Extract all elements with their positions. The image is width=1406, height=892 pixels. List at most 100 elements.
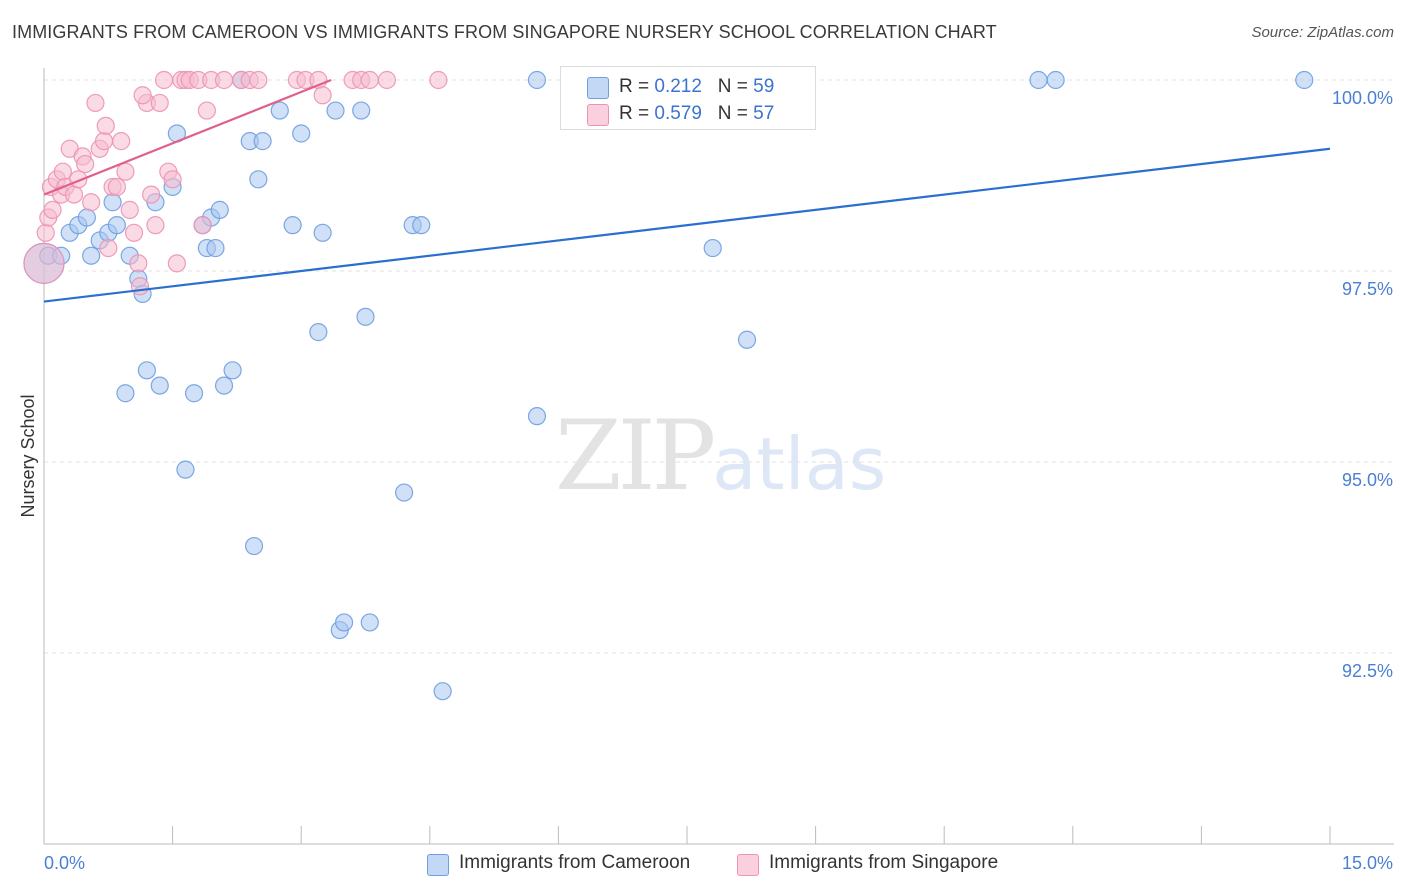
point-cameroon <box>184 384 204 403</box>
watermark-atlas: atlas <box>712 422 887 506</box>
point-cameroon <box>527 70 547 90</box>
point-singapore <box>154 70 174 90</box>
point-singapore <box>94 132 114 151</box>
point-cameroon <box>292 124 311 143</box>
point-cameroon <box>1295 70 1314 90</box>
point-cameroon <box>107 216 126 235</box>
point-cameroon <box>309 323 328 342</box>
point-singapore <box>133 86 152 105</box>
point-singapore <box>107 177 126 197</box>
point-cameroon <box>703 238 722 258</box>
y-tick-label: 100.0% <box>1332 88 1393 108</box>
point-cameroon <box>206 238 225 258</box>
chart-title: IMMIGRANTS FROM CAMEROON VS IMMIGRANTS F… <box>12 22 997 42</box>
y-tick-label: 92.5% <box>1342 661 1393 681</box>
point-singapore <box>99 238 118 258</box>
point-singapore <box>146 216 165 235</box>
point-singapore <box>124 223 144 242</box>
point-cameroon <box>737 330 757 349</box>
point-singapore <box>36 223 55 242</box>
point-cameroon <box>360 613 379 632</box>
point-cameroon <box>253 132 272 151</box>
point-cameroon <box>313 223 332 242</box>
point-cameroon <box>356 307 375 326</box>
point-singapore <box>82 193 101 212</box>
stats-legend: R = 0.212 N = 59 R = 0.579 N = 57 <box>560 66 816 130</box>
legend-n-value: 57 <box>753 103 775 124</box>
point-cameroon <box>137 361 156 380</box>
point-cameroon <box>244 536 264 556</box>
point-singapore <box>167 254 186 273</box>
point-singapore <box>112 132 131 151</box>
source-credit: Source: ZipAtlas.com <box>1251 24 1394 41</box>
bottom-legend-label-cameroon: Immigrants from Cameroon <box>459 852 691 873</box>
y-tick-labels: 100.0% 97.5% 95.0% 92.5% <box>1332 88 1393 681</box>
point-cameroon <box>214 376 234 395</box>
y-tick-label: 97.5% <box>1342 279 1393 299</box>
point-cameroon <box>223 361 242 380</box>
point-cameroon <box>103 193 122 212</box>
point-cameroon <box>352 101 371 120</box>
point-singapore <box>64 185 84 204</box>
trend-line-cameroon <box>43 147 1331 303</box>
point-singapore <box>43 200 62 219</box>
point-singapore <box>150 93 169 113</box>
legend-n-label: N = <box>717 76 754 97</box>
x-tick-label: 0.0% <box>44 853 85 873</box>
point-cameroon <box>249 170 268 189</box>
point-singapore <box>360 70 379 90</box>
legend-r-value: 0.579 <box>654 103 702 124</box>
point-singapore <box>116 162 135 181</box>
point-singapore <box>142 185 161 204</box>
point-singapore <box>313 86 332 105</box>
watermark: ZIPatlas <box>555 400 886 512</box>
legend-n-value: 59 <box>753 76 775 97</box>
y-tick-label: 95.0% <box>1342 470 1393 490</box>
point-singapore <box>76 154 95 174</box>
point-cameroon <box>1046 70 1065 90</box>
legend-swatch-cameroon <box>587 77 609 99</box>
point-cameroon <box>1029 70 1048 90</box>
legend-n-label: N = <box>717 103 754 124</box>
point-cameroon <box>116 384 135 403</box>
x-ticks <box>43 826 1331 844</box>
watermark-zip: ZIP <box>555 400 716 512</box>
x-tick-labels: 0.0% 15.0% <box>44 853 1393 873</box>
point-cameroon <box>176 460 195 479</box>
point-singapore <box>249 70 268 90</box>
point-singapore <box>193 216 212 235</box>
point-singapore <box>163 170 182 189</box>
point-singapore <box>129 254 148 273</box>
point-cameroon <box>433 682 452 701</box>
point-singapore <box>120 200 139 219</box>
bottom-legend-swatch-cameroon <box>427 854 449 876</box>
point-singapore <box>130 277 150 296</box>
point-cameroon <box>82 246 101 265</box>
point-singapore <box>86 93 105 113</box>
point-singapore <box>197 101 216 120</box>
point-singapore <box>23 242 65 284</box>
point-cameroon <box>210 200 229 219</box>
axes <box>43 68 1394 845</box>
bottom-legend-label-singapore: Immigrants from Singapore <box>769 852 999 873</box>
point-cameroon <box>527 407 547 426</box>
point-cameroon <box>77 208 96 227</box>
legend-r-label: R = <box>619 103 655 124</box>
point-cameroon <box>326 101 345 120</box>
data-points <box>23 70 1314 701</box>
point-cameroon <box>270 101 289 120</box>
legend-r-label: R = <box>619 76 655 97</box>
legend-r-value: 0.212 <box>654 76 702 97</box>
point-cameroon <box>334 613 354 632</box>
point-singapore <box>53 162 72 181</box>
trend-lines <box>43 78 1331 303</box>
point-singapore <box>377 70 397 90</box>
point-singapore <box>214 70 234 90</box>
y-axis-title: Nursery School <box>18 394 38 517</box>
bottom-legend-swatch-singapore <box>737 854 759 876</box>
x-tick-label: 15.0% <box>1342 853 1393 873</box>
point-cameroon <box>412 216 431 235</box>
legend-swatch-singapore <box>587 104 609 126</box>
point-cameroon <box>394 483 414 502</box>
